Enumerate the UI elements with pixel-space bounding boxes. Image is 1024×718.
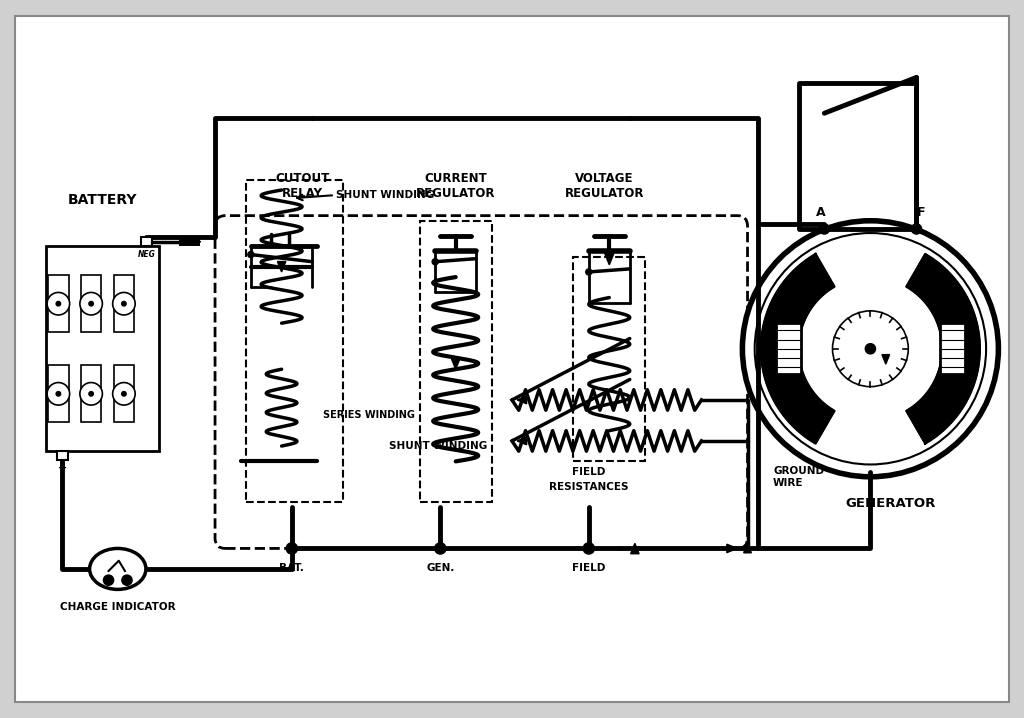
- Text: FIELD: FIELD: [572, 467, 605, 477]
- Bar: [57, 451, 68, 460]
- Circle shape: [833, 311, 908, 387]
- Bar: [48, 275, 69, 332]
- Bar: [420, 220, 492, 503]
- Bar: [940, 323, 965, 374]
- Text: RESISTANCES: RESISTANCES: [549, 482, 629, 492]
- Circle shape: [742, 220, 998, 477]
- Circle shape: [47, 383, 70, 405]
- Text: SERIES WINDING: SERIES WINDING: [323, 410, 415, 420]
- Text: NEG: NEG: [137, 250, 156, 259]
- Text: CUTOUT
RELAY: CUTOUT RELAY: [275, 172, 329, 200]
- Circle shape: [865, 344, 876, 354]
- Circle shape: [103, 575, 114, 585]
- FancyBboxPatch shape: [215, 215, 748, 549]
- Text: VOLTAGE
REGULATOR: VOLTAGE REGULATOR: [564, 172, 644, 200]
- Text: A: A: [816, 206, 826, 219]
- Polygon shape: [278, 261, 286, 272]
- Polygon shape: [517, 396, 526, 404]
- Polygon shape: [517, 437, 526, 444]
- Polygon shape: [193, 238, 201, 245]
- Bar: [141, 237, 153, 246]
- Circle shape: [89, 391, 93, 396]
- Circle shape: [434, 543, 446, 554]
- Bar: [573, 256, 645, 462]
- Text: BAT.: BAT.: [280, 563, 304, 573]
- Circle shape: [122, 302, 126, 306]
- Bar: [776, 323, 801, 374]
- Circle shape: [122, 575, 132, 585]
- Circle shape: [122, 391, 126, 396]
- Text: GROUND
WIRE: GROUND WIRE: [773, 466, 824, 488]
- Circle shape: [80, 383, 102, 405]
- Circle shape: [56, 391, 60, 396]
- Bar: [46, 246, 159, 451]
- Polygon shape: [605, 253, 613, 265]
- Bar: [48, 365, 69, 422]
- Circle shape: [287, 543, 298, 554]
- Polygon shape: [906, 254, 980, 444]
- Text: CHARGE INDICATOR: CHARGE INDICATOR: [60, 602, 175, 612]
- Circle shape: [89, 302, 93, 306]
- Text: SHUNT WINDING: SHUNT WINDING: [336, 190, 434, 200]
- Bar: [246, 180, 343, 503]
- Circle shape: [47, 292, 70, 315]
- Bar: [114, 365, 134, 422]
- Polygon shape: [882, 355, 890, 364]
- Bar: [114, 275, 134, 332]
- Text: GENERATOR: GENERATOR: [846, 498, 936, 510]
- Text: CURRENT
REGULATOR: CURRENT REGULATOR: [416, 172, 496, 200]
- Circle shape: [755, 233, 986, 465]
- Polygon shape: [743, 544, 752, 553]
- Bar: [81, 365, 101, 422]
- Text: SHUNT WINDING: SHUNT WINDING: [389, 441, 487, 451]
- Circle shape: [80, 292, 102, 315]
- Circle shape: [56, 302, 60, 306]
- Circle shape: [113, 292, 135, 315]
- Polygon shape: [727, 544, 737, 553]
- Circle shape: [586, 269, 592, 275]
- Text: FIELD: FIELD: [572, 563, 605, 573]
- Circle shape: [432, 258, 438, 265]
- Polygon shape: [761, 254, 835, 444]
- Circle shape: [113, 383, 135, 405]
- Text: GEN.: GEN.: [426, 563, 455, 573]
- Circle shape: [248, 251, 254, 258]
- Text: +: +: [57, 462, 68, 472]
- Ellipse shape: [90, 549, 146, 589]
- Bar: [81, 275, 101, 332]
- Text: BATTERY: BATTERY: [68, 193, 137, 208]
- Polygon shape: [631, 544, 639, 554]
- Circle shape: [911, 224, 922, 234]
- Circle shape: [819, 224, 829, 234]
- Text: F: F: [918, 206, 926, 219]
- Polygon shape: [452, 359, 460, 369]
- Circle shape: [584, 543, 594, 554]
